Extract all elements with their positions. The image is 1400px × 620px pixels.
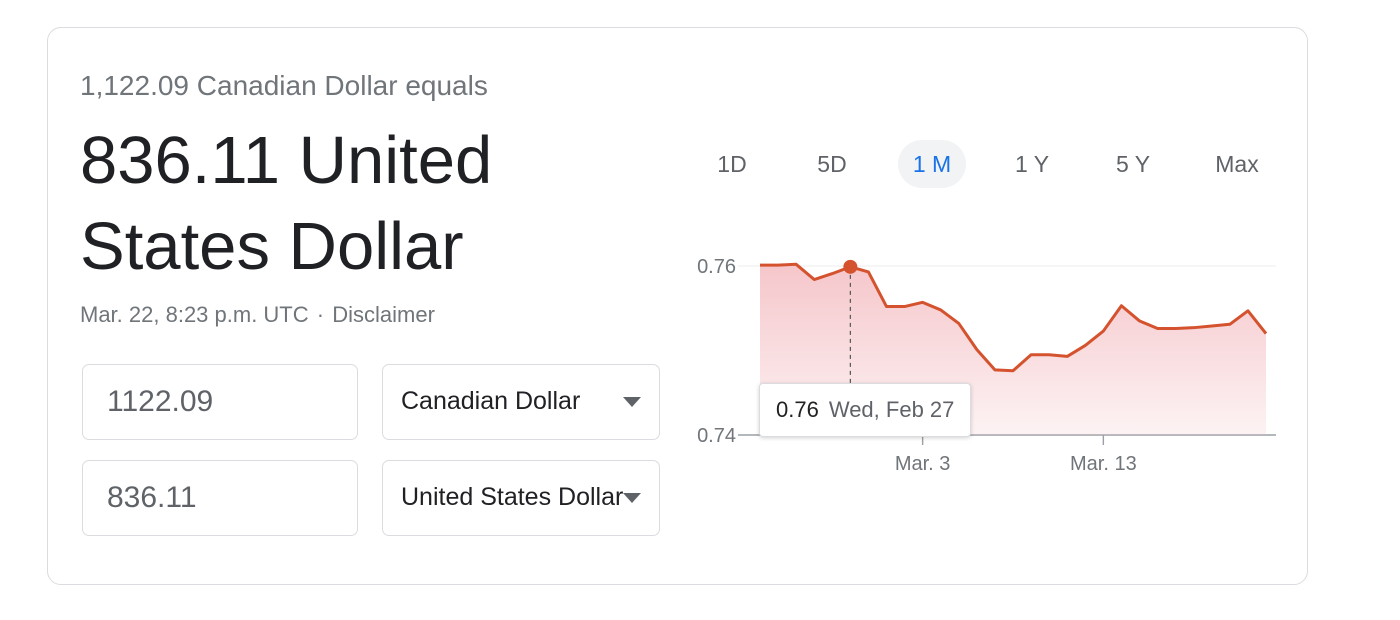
y-tick-label: 0.76 [697, 256, 736, 278]
range-tab-5y[interactable]: 5 Y [1115, 151, 1151, 177]
separator: · [316, 302, 325, 327]
range-tab-max[interactable]: Max [1215, 151, 1259, 177]
disclaimer-link[interactable]: Disclaimer [332, 302, 435, 327]
range-tab-5d[interactable]: 5D [817, 151, 847, 177]
from-currency-select[interactable]: Canadian Dollar [382, 364, 660, 440]
chart-range-tabs: 1D 5D 1 M 1 Y 5 Y Max [690, 136, 1290, 190]
to-currency-select[interactable]: United States Dollar [382, 460, 660, 536]
dropdown-arrow-icon [623, 493, 641, 503]
from-currency-value: Canadian Dollar [401, 387, 581, 415]
to-amount-input[interactable] [82, 460, 358, 536]
exchange-rate-chart[interactable]: 0.76 0.74 Mar. 3 Mar. 13 [680, 230, 1300, 500]
tooltip-value: 0.76 [776, 397, 819, 422]
range-tab-1d[interactable]: 1D [717, 151, 747, 177]
range-tab-1m[interactable]: 1 M [898, 140, 966, 188]
y-tick-label: 0.74 [697, 425, 736, 447]
range-tab-1y[interactable]: 1 Y [1014, 151, 1050, 177]
chart-tooltip: 0.76 Wed, Feb 27 [759, 383, 972, 437]
to-currency-value: United States Dollar [401, 483, 623, 511]
conversion-meta: Mar. 22, 8:23 p.m. UTC · Disclaimer [80, 302, 435, 328]
dropdown-arrow-icon [623, 397, 641, 407]
x-tick-label: Mar. 3 [895, 453, 951, 475]
timestamp: Mar. 22, 8:23 p.m. UTC [80, 302, 309, 327]
tooltip-date: Wed, Feb 27 [828, 397, 955, 422]
x-tick-label: Mar. 13 [1070, 453, 1137, 475]
from-amount-input[interactable] [82, 364, 358, 440]
conversion-result: 836.11 United States Dollar [80, 123, 493, 284]
highlight-point [843, 259, 858, 274]
conversion-subtitle: 1,122.09 Canadian Dollar equals [80, 70, 488, 101]
